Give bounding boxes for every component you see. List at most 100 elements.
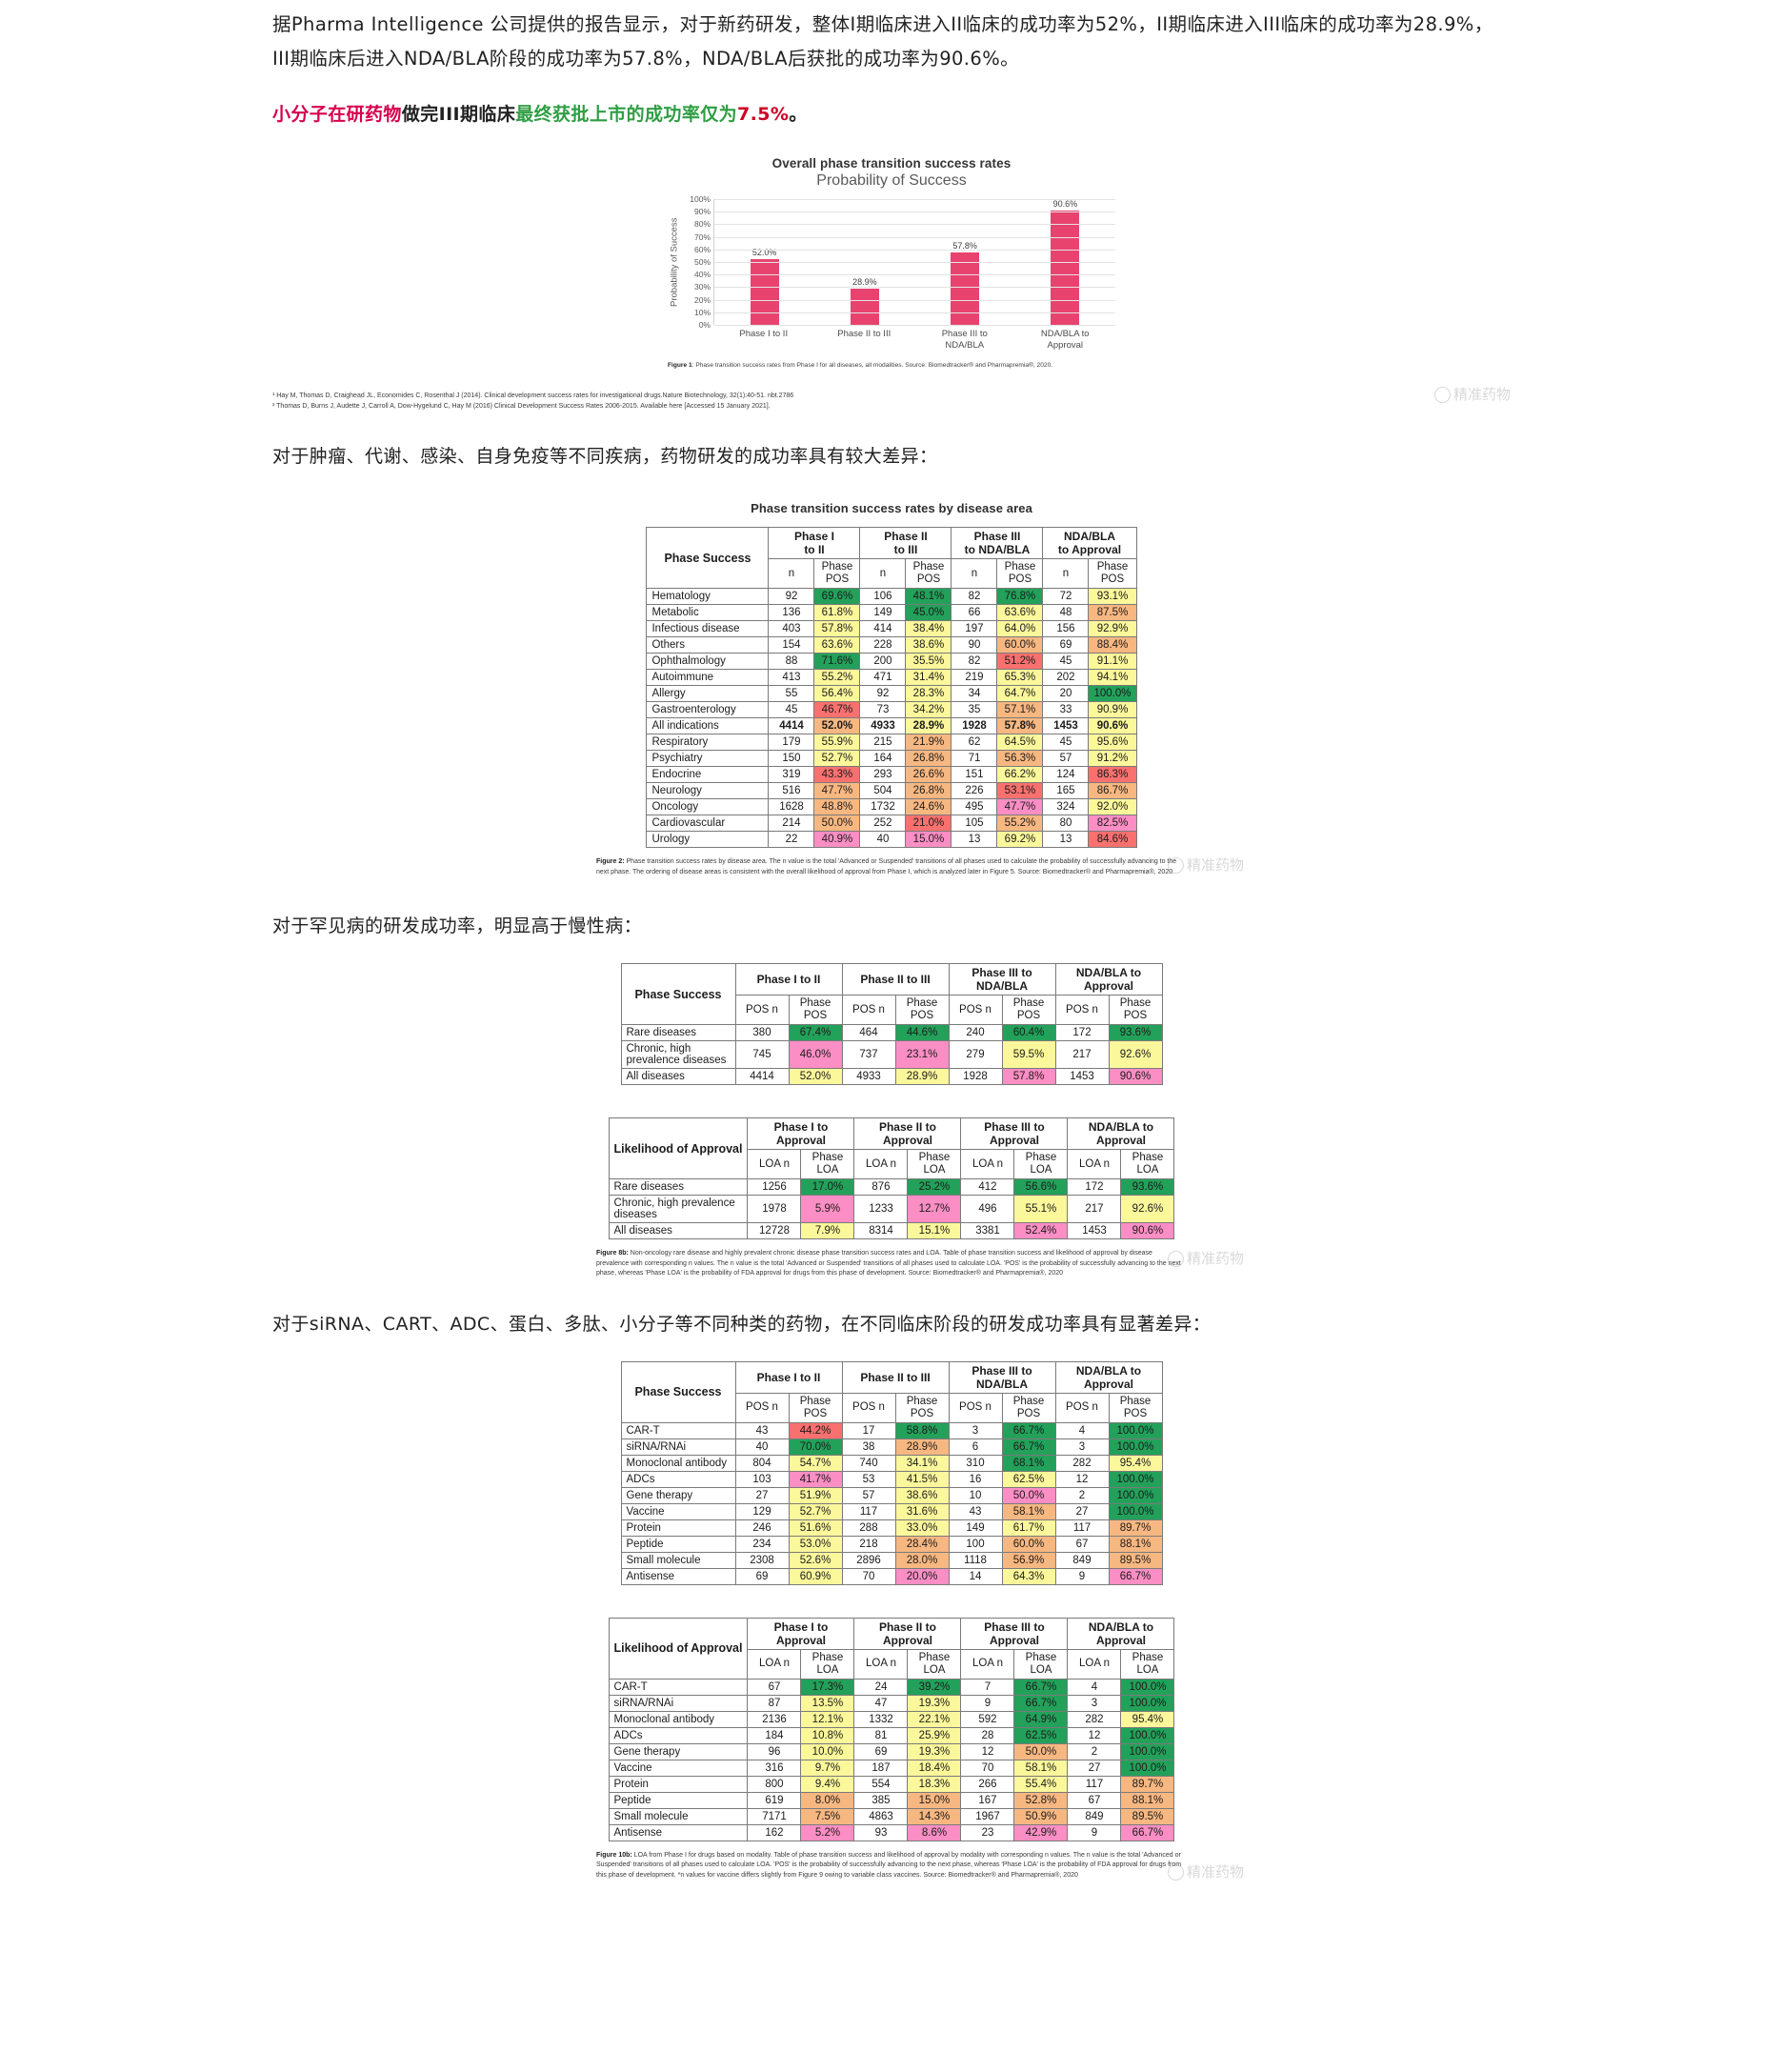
highlight-approval-text: 最终获批上市的成功率仅为 <box>515 104 738 125</box>
table-cell: 87 <box>747 1694 802 1712</box>
table-sub-header: POS n <box>1054 1392 1110 1423</box>
table-cell: 27 <box>734 1486 790 1504</box>
table-cell: 52.0% <box>788 1068 843 1085</box>
table-cell: 100.0% <box>1108 1421 1163 1439</box>
table-cell: 117 <box>1067 1775 1122 1793</box>
table-row-label: siRNA/RNAi <box>608 1694 749 1712</box>
table-row-label: Neurology <box>646 782 770 799</box>
table-cell: 23 <box>960 1823 1015 1841</box>
table-group-header: Phase I to II <box>734 963 843 996</box>
table-cell: 282 <box>1067 1710 1122 1728</box>
table-cell: 55.9% <box>813 734 861 751</box>
table-row-label: Ophthalmology <box>646 653 770 670</box>
table-cell: 202 <box>1042 669 1090 686</box>
table-sub-header: LOA n <box>853 1149 909 1179</box>
table-cell: 82 <box>951 653 998 670</box>
table-sub-header: Phase LOA <box>800 1149 855 1179</box>
table-cell: 28.9% <box>905 717 952 734</box>
table-row-label: All diseases <box>620 1068 736 1085</box>
table-cell: 164 <box>859 750 907 767</box>
table-cell: 52.7% <box>813 750 861 767</box>
table-cell: 66.7% <box>1001 1438 1056 1456</box>
table-row-label: Rare diseases <box>608 1178 749 1196</box>
table-cell: 13 <box>951 831 998 848</box>
table-row: Small molecule 7171 7.5% 4863 14.3% 1967 50.9%… <box>608 1807 1175 1825</box>
table-cell: 45 <box>768 701 815 718</box>
table-cell: 44.2% <box>788 1421 843 1439</box>
table-cell: 90.6% <box>1108 1068 1163 1085</box>
table-sub-header: Phase POS <box>788 1392 843 1423</box>
table-cell: 100.0% <box>1108 1502 1163 1520</box>
table-row-label: Hematology <box>646 588 770 605</box>
table-row: Neurology 516 47.7% 504 26.8% 226 53.1% 165 86.7… <box>646 782 1137 799</box>
table-cell: 413 <box>768 669 815 686</box>
table-cell: 7.5% <box>800 1807 855 1825</box>
table-row: Gene therapy 27 51.9% 57 38.6% 10 50.0% 2 100.0% <box>620 1486 1163 1504</box>
table-row-label: Respiratory <box>646 734 770 751</box>
table-corner-header: Likelihood of Approval <box>608 1117 749 1179</box>
table-cell: 89.7% <box>1108 1519 1163 1537</box>
table-cell: 179 <box>768 734 815 751</box>
table-cell: 3 <box>1067 1694 1122 1712</box>
table-cell: 2308 <box>734 1551 790 1569</box>
table-cell: 471 <box>859 669 907 686</box>
table-cell: 93.6% <box>1120 1178 1175 1196</box>
table-cell: 55.1% <box>1013 1195 1069 1223</box>
chart-y-axis-title: Probability of Success <box>669 217 680 307</box>
footnote-2: ² Thomas D, Burns J, Audette J, Carroll … <box>272 403 771 410</box>
table-cell: 149 <box>859 604 907 621</box>
table-sub-header: LOA n <box>747 1149 802 1179</box>
table-cell: 71.6% <box>813 653 861 670</box>
table-cell: 3 <box>948 1421 1003 1439</box>
table-cell: 1928 <box>951 717 998 734</box>
table-cell: 67 <box>1054 1535 1110 1553</box>
table-sub-header: Phase LOA <box>1120 1149 1175 1179</box>
table-row: Monoclonal antibody 804 54.7% 740 34.1% 310 68… <box>620 1454 1163 1472</box>
table-cell: 117 <box>841 1502 896 1520</box>
table-cell: 48 <box>1042 604 1090 621</box>
table-group-header: Phase III to NDA/BLA <box>948 1360 1056 1394</box>
table-cell: 876 <box>853 1178 909 1196</box>
table-group-header: NDA/BLA to Approval <box>1054 1360 1163 1394</box>
table-cell: 88.1% <box>1120 1791 1175 1809</box>
chart-subtitle: Probability of Success <box>816 172 967 189</box>
chart-y-tick: 60% <box>693 244 711 254</box>
table-row: Psychiatry 150 52.7% 164 26.8% 71 56.3% 57 91.2% <box>646 750 1137 767</box>
watermark-figure2: 精准药物 <box>1167 857 1244 874</box>
table-row: ADCs 184 10.8% 81 25.9% 28 62.5% 12 100.0% <box>608 1726 1175 1744</box>
table-cell: 56.6% <box>1013 1178 1069 1196</box>
table-sub-header: Phase POS <box>1001 995 1056 1025</box>
table-cell: 8314 <box>853 1222 909 1239</box>
table-group-header: Phase III to NDA/BLA <box>948 963 1056 996</box>
table-cell: 62.5% <box>1001 1470 1056 1488</box>
table-cell: 53.0% <box>788 1535 843 1553</box>
modality-pos-table: Phase Success Phase I to II Phase II to II… <box>620 1360 1163 1585</box>
table-cell: 40.9% <box>813 831 861 848</box>
intro-paragraph: 据Pharma Intelligence 公司提供的报告显示，对于新药研发，整体… <box>272 13 1493 70</box>
table-cell: 82.5% <box>1088 815 1137 832</box>
chart-bar-value-label: 28.9% <box>852 276 877 287</box>
table-row: siRNA/RNAi 87 13.5% 47 19.3% 9 66.7% 3 100.0% <box>608 1694 1175 1712</box>
table-sub-header: n <box>859 558 907 589</box>
table-cell: 94.1% <box>1088 669 1137 686</box>
chart-y-tick: 40% <box>693 270 711 280</box>
table-row-label: Gastroenterology <box>646 701 770 718</box>
table-cell: 516 <box>768 782 815 799</box>
table-cell: 66.2% <box>996 766 1044 783</box>
table-sub-header: POS n <box>734 995 790 1025</box>
highlight-rate-value: 7.5% <box>737 104 790 125</box>
chart-x-axis-labels: Phase I to II Phase II to III Phase III to… <box>713 325 1115 352</box>
table-cell: 90.6% <box>1088 717 1137 734</box>
table-cell: 61.8% <box>813 604 861 621</box>
table-row: All diseases 4414 52.0% 4933 28.9% 1928 57.8% 1… <box>620 1068 1163 1085</box>
table-cell: 252 <box>859 815 907 832</box>
table-cell: 67 <box>1067 1791 1122 1809</box>
table-cell: 92.9% <box>1088 620 1137 637</box>
table-cell: 27 <box>1054 1502 1110 1520</box>
table-cell: 9.4% <box>800 1775 855 1793</box>
table-cell: 18.4% <box>907 1759 962 1777</box>
table-cell: 87.5% <box>1088 604 1137 621</box>
table-cell: 66.7% <box>1013 1694 1069 1712</box>
table-cell: 69.6% <box>813 588 861 605</box>
